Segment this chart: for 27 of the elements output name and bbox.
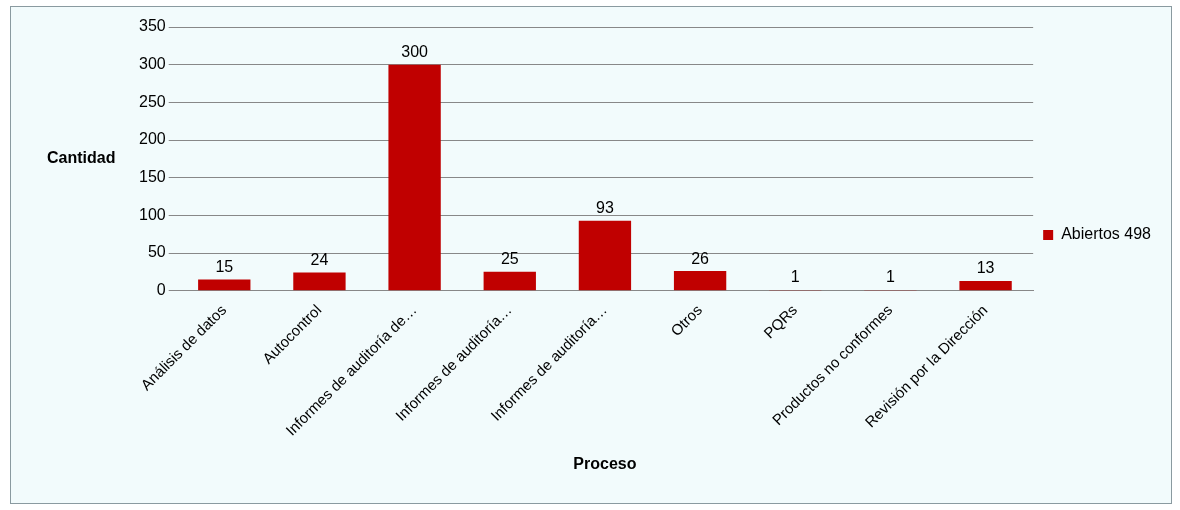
y-tick-label: 100: [138, 205, 166, 223]
data-label: 1: [790, 268, 800, 286]
data-label: 24: [310, 251, 329, 269]
bar: [483, 271, 536, 291]
data-label: 15: [215, 257, 234, 275]
y-tick-label: 150: [138, 168, 166, 186]
y-axis-title: Cantidad: [47, 149, 116, 167]
y-tick-label: 250: [138, 92, 166, 110]
bar: [673, 271, 727, 291]
y-tick-label: 50: [147, 243, 166, 261]
bar: [388, 64, 441, 291]
data-label: 1: [885, 268, 895, 286]
y-tick-label: 350: [138, 17, 166, 35]
data-label: 93: [596, 199, 614, 217]
bar: [959, 280, 1012, 291]
bar: [198, 279, 251, 291]
data-label: 13: [976, 259, 995, 277]
bar: [293, 272, 346, 291]
y-tick-label: 0: [156, 281, 166, 299]
data-label: 25: [500, 250, 519, 268]
x-axis-title: Proceso: [573, 455, 637, 473]
bar: [578, 220, 632, 291]
data-label: 300: [401, 43, 429, 61]
legend-label: Abiertos 498: [1061, 225, 1152, 243]
y-tick-label: 200: [138, 130, 166, 148]
data-label: 26: [691, 249, 710, 267]
y-tick-label: 300: [138, 55, 166, 73]
